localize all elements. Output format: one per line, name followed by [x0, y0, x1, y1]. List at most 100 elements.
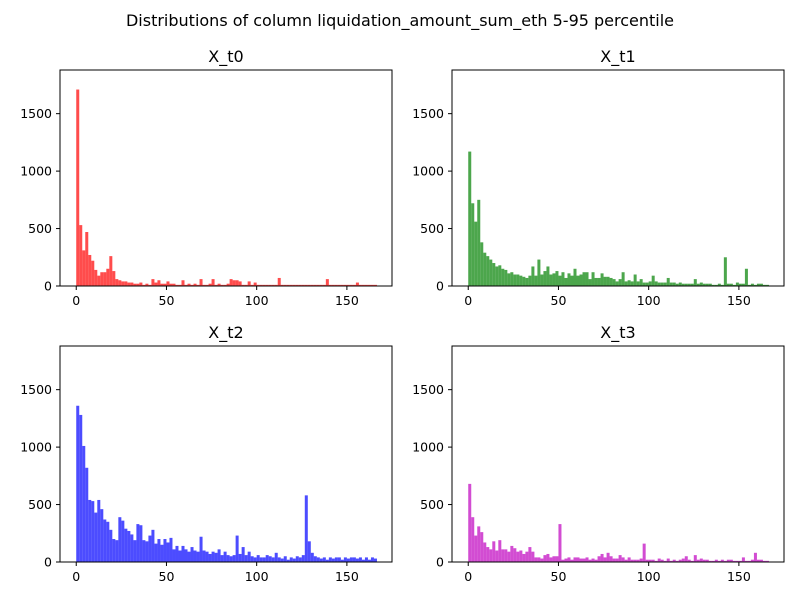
- histogram-bar: [214, 284, 218, 286]
- histogram-bar: [531, 266, 535, 286]
- histogram-bar: [79, 414, 83, 562]
- histogram-bar: [343, 557, 347, 562]
- histogram-bar: [519, 275, 523, 286]
- histogram-bar: [684, 556, 688, 562]
- histogram-bar: [190, 284, 194, 286]
- histogram-bar: [283, 284, 287, 286]
- histogram-bar: [558, 524, 562, 562]
- histogram-bar: [705, 283, 709, 286]
- histogram-bar: [510, 545, 514, 562]
- histogram-bar: [238, 281, 242, 286]
- histogram-bar: [516, 551, 520, 562]
- histogram-bar: [726, 283, 730, 286]
- histogram-bar: [157, 539, 161, 562]
- histogram-bar: [525, 277, 529, 286]
- histogram-bar: [729, 559, 733, 562]
- histogram-bar: [307, 284, 311, 286]
- histogram-bar: [693, 279, 697, 286]
- histogram-bar: [118, 280, 122, 286]
- histogram-bar: [304, 495, 308, 562]
- histogram-bar: [603, 557, 607, 562]
- histogram-bar: [241, 284, 245, 286]
- histogram-bar: [370, 557, 374, 562]
- histogram-bar: [148, 284, 152, 286]
- x-tick-label: 100: [245, 293, 269, 308]
- histogram-bar: [660, 282, 664, 286]
- y-tick-label: 0: [436, 279, 444, 294]
- histogram-bar: [711, 560, 715, 562]
- histogram-bar: [358, 284, 362, 286]
- histogram-bar: [555, 271, 559, 286]
- histogram-bar: [687, 559, 691, 562]
- histogram-bar: [274, 284, 278, 286]
- histogram-bar: [307, 541, 311, 562]
- histogram-bar: [295, 556, 299, 562]
- y-tick-label: 0: [436, 555, 444, 570]
- histogram-bar: [501, 549, 505, 562]
- x-tick-label: 50: [159, 569, 175, 584]
- histogram-bar: [217, 283, 221, 286]
- histogram-bar: [531, 551, 535, 562]
- histogram-bar: [636, 559, 640, 562]
- x-tick-label: 50: [551, 293, 567, 308]
- histogram-bar: [636, 281, 640, 286]
- histogram-bar: [540, 274, 544, 286]
- histogram-bar: [498, 540, 502, 562]
- histogram-bar: [489, 549, 493, 562]
- histogram-bar: [654, 560, 658, 562]
- histogram-bar: [160, 544, 164, 562]
- histogram-bar: [121, 281, 125, 286]
- histogram-bar: [558, 275, 562, 286]
- histogram-bar: [546, 266, 550, 286]
- histogram-bar: [199, 279, 203, 286]
- axes-frame: [451, 69, 785, 287]
- histogram-bar: [82, 250, 86, 286]
- histogram-bar: [693, 555, 697, 562]
- histogram-bar: [235, 280, 239, 286]
- histogram-bar: [747, 560, 751, 562]
- histogram-bar: [618, 555, 622, 562]
- histogram-bar: [540, 558, 544, 562]
- histogram-bar: [669, 560, 673, 562]
- histogram-bar: [199, 536, 203, 562]
- histogram-bar: [474, 535, 478, 562]
- histogram-bar: [681, 558, 685, 562]
- histogram-bar: [573, 557, 577, 562]
- histogram-bar: [684, 283, 688, 286]
- histogram-bar: [579, 274, 583, 286]
- histogram-bar: [750, 559, 754, 562]
- histogram-bar: [289, 284, 293, 286]
- subplot-title: X_t1: [600, 47, 635, 67]
- histogram-bar: [259, 284, 263, 286]
- histogram-bar: [645, 282, 649, 286]
- histogram-bar: [277, 277, 281, 286]
- y-tick-label: 1000: [412, 164, 444, 179]
- histogram-bar: [699, 558, 703, 562]
- histogram-bar: [220, 284, 224, 286]
- histogram-bar: [639, 558, 643, 562]
- histogram-bar: [145, 283, 149, 286]
- histogram-bar: [549, 557, 553, 562]
- histogram-bar: [654, 281, 658, 286]
- histogram-bar: [627, 557, 631, 562]
- histogram-bar: [88, 499, 92, 562]
- histogram-bar: [633, 274, 637, 286]
- histogram-bar: [319, 284, 323, 286]
- histogram-bar: [229, 556, 233, 562]
- histogram-bar: [172, 549, 176, 562]
- x-tick-label: 100: [637, 293, 661, 308]
- histogram-bar: [184, 284, 188, 286]
- histogram-bar: [723, 257, 727, 286]
- histogram-bar: [480, 532, 484, 562]
- histogram-bar: [720, 559, 724, 562]
- histogram-bar: [651, 559, 655, 562]
- histogram-bar: [765, 284, 769, 286]
- histogram-bar: [510, 272, 514, 286]
- histogram-bar: [364, 557, 368, 562]
- histogram-bar: [762, 284, 766, 286]
- histogram-bar: [310, 552, 314, 562]
- histogram-bar: [94, 269, 98, 286]
